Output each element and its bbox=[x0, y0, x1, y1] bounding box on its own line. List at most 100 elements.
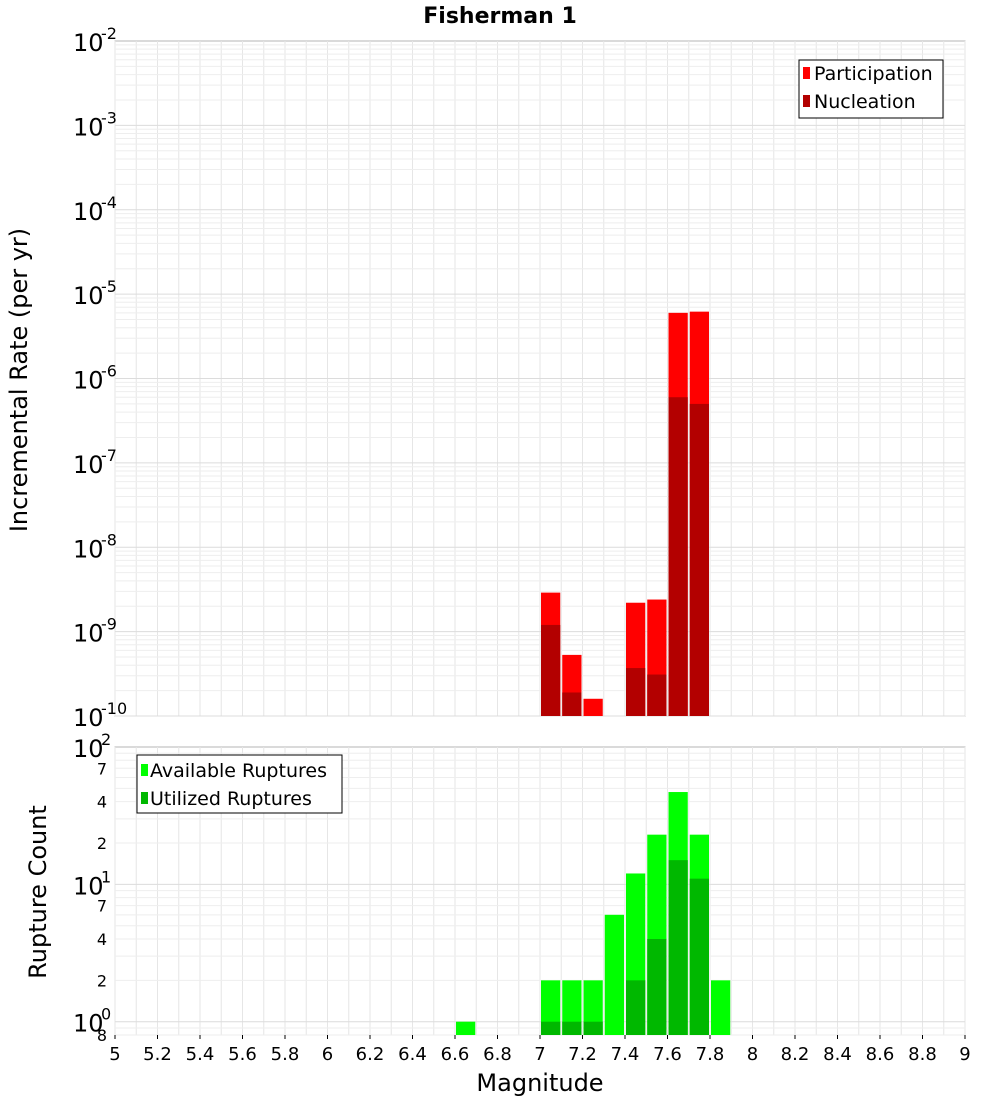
x-tick-label: 5.2 bbox=[143, 1044, 172, 1065]
x-tick-label: 6 bbox=[322, 1044, 333, 1065]
count-y-minor-tick-label: 7 bbox=[97, 759, 107, 778]
rate-y-tick-label: 10-2 bbox=[73, 24, 117, 57]
rate-y-ticks: 10-210-310-410-510-610-710-810-910-10 bbox=[73, 24, 127, 732]
rate-y-tick-exponent: -10 bbox=[101, 699, 127, 718]
utilized-ruptures-bar bbox=[689, 878, 709, 1035]
utilized-legend-label: Utilized Ruptures bbox=[150, 788, 312, 810]
rate-y-tick-base: 10 bbox=[73, 282, 104, 310]
rate-y-tick-exponent: -4 bbox=[101, 193, 117, 212]
rate-y-tick-base: 10 bbox=[73, 535, 104, 563]
available-ruptures-bar bbox=[456, 1021, 476, 1035]
chart-title: Fisherman 1 bbox=[423, 4, 577, 29]
count-y-minor-tick-label: 8 bbox=[97, 1026, 107, 1045]
nucleation-bar bbox=[689, 403, 709, 716]
rate-y-tick-base: 10 bbox=[73, 113, 104, 141]
x-tick-label: 6.2 bbox=[356, 1044, 385, 1065]
participation-legend-label: Participation bbox=[814, 63, 933, 85]
count-bars bbox=[456, 792, 731, 1035]
count-legend-box bbox=[136, 754, 343, 814]
count-y-axis-label: Rupture Count bbox=[24, 805, 52, 979]
rate-y-tick-base: 10 bbox=[73, 451, 104, 479]
rate-y-tick-label: 10-5 bbox=[73, 277, 117, 310]
utilized-ruptures-bar bbox=[626, 980, 646, 1035]
rate-y-tick-label: 10-10 bbox=[73, 699, 127, 732]
x-tick-label: 6.8 bbox=[483, 1044, 512, 1065]
rate-y-tick-label: 10-9 bbox=[73, 615, 117, 648]
x-tick-label: 5.4 bbox=[186, 1044, 215, 1065]
count-y-minor-tick-label: 4 bbox=[97, 793, 107, 812]
available-ruptures-bar bbox=[711, 980, 731, 1035]
x-axis-label: Magnitude bbox=[476, 1069, 603, 1097]
x-tick-label: 6.6 bbox=[441, 1044, 470, 1065]
nucleation-legend-label: Nucleation bbox=[814, 91, 916, 113]
x-tick-label: 7.6 bbox=[653, 1044, 682, 1065]
rate-y-tick-exponent: -6 bbox=[101, 362, 117, 381]
available-legend-label: Available Ruptures bbox=[150, 760, 327, 782]
rate-y-tick-exponent: -3 bbox=[101, 108, 117, 127]
rate-y-tick-base: 10 bbox=[73, 704, 104, 732]
rate-panel: 10-210-310-410-510-610-710-810-910-10 In… bbox=[5, 24, 966, 732]
count-legend: Available Ruptures Utilized Ruptures bbox=[136, 754, 343, 814]
rate-y-tick-base: 10 bbox=[73, 198, 104, 226]
x-tick-label: 5 bbox=[109, 1044, 120, 1065]
rate-y-tick-label: 10-4 bbox=[73, 193, 117, 226]
x-tick-label: 6.4 bbox=[398, 1044, 427, 1065]
nucleation-bar bbox=[626, 668, 646, 716]
utilized-ruptures-bar bbox=[583, 1021, 603, 1035]
x-tick-label: 9 bbox=[959, 1044, 970, 1065]
rate-y-tick-label: 10-6 bbox=[73, 362, 117, 395]
count-y-tick-label: 102 bbox=[73, 730, 111, 763]
x-tick-label: 8.8 bbox=[908, 1044, 937, 1065]
x-tick-label: 8.4 bbox=[823, 1044, 852, 1065]
nucleation-legend-swatch bbox=[803, 95, 810, 107]
nucleation-bar bbox=[668, 397, 688, 716]
count-y-minor-tick-label: 4 bbox=[97, 930, 107, 949]
participation-bar bbox=[583, 698, 603, 716]
participation-legend-swatch bbox=[803, 67, 810, 79]
rate-y-tick-exponent: -7 bbox=[101, 446, 117, 465]
rate-y-tick-exponent: -9 bbox=[101, 615, 117, 634]
rate-bars bbox=[541, 311, 709, 716]
available-legend-swatch bbox=[141, 764, 148, 776]
count-y-tick-exponent: 2 bbox=[101, 730, 111, 749]
nucleation-bar bbox=[562, 692, 582, 716]
count-y-minor-tick-label: 7 bbox=[97, 897, 107, 916]
nucleation-bar bbox=[541, 624, 561, 716]
available-ruptures-bar bbox=[562, 980, 582, 1035]
count-y-tick-exponent: 0 bbox=[101, 1005, 111, 1024]
count-y-tick-exponent: 1 bbox=[101, 867, 111, 886]
count-y-tick-label: 101 bbox=[73, 867, 111, 900]
x-tick-label: 7.2 bbox=[568, 1044, 597, 1065]
x-tick-label: 5.8 bbox=[271, 1044, 300, 1065]
rate-y-tick-label: 10-7 bbox=[73, 446, 117, 479]
x-tick-label: 8.6 bbox=[866, 1044, 895, 1065]
utilized-ruptures-bar bbox=[668, 860, 688, 1035]
magnitude-x-ticks: 5 5.2 5.4 5.6 5.8 6 6.2 6.4 6.6 6.8 7 7.2 7.4 7.6 7.8 8… bbox=[109, 1035, 971, 1065]
x-tick-label: 7.8 bbox=[696, 1044, 725, 1065]
count-y-minor-tick-label: 2 bbox=[97, 971, 107, 990]
rate-gridlines bbox=[114, 41, 966, 717]
utilized-legend-swatch bbox=[141, 792, 148, 804]
count-y-tick-base: 10 bbox=[73, 872, 104, 900]
available-ruptures-bar bbox=[541, 980, 561, 1035]
rate-y-tick-exponent: -5 bbox=[101, 277, 117, 296]
rate-y-tick-label: 10-3 bbox=[73, 108, 117, 141]
rate-y-tick-base: 10 bbox=[73, 367, 104, 395]
utilized-ruptures-bar bbox=[541, 1021, 561, 1035]
x-tick-label: 7.4 bbox=[611, 1044, 640, 1065]
nucleation-bar bbox=[647, 674, 667, 716]
x-tick-label: 5.6 bbox=[228, 1044, 257, 1065]
count-y-tick-label: 100 bbox=[73, 1005, 111, 1038]
x-tick-label: 8 bbox=[747, 1044, 758, 1065]
rate-y-tick-exponent: -8 bbox=[101, 530, 117, 549]
rate-y-tick-exponent: -2 bbox=[101, 24, 117, 43]
available-ruptures-bar bbox=[583, 980, 603, 1035]
rate-y-axis-label: Incremental Rate (per yr) bbox=[5, 228, 33, 532]
x-tick-label: 7 bbox=[534, 1044, 545, 1065]
utilized-ruptures-bar bbox=[562, 1021, 582, 1035]
rate-legend: Participation Nucleation bbox=[798, 59, 944, 119]
x-tick-label: 8.2 bbox=[781, 1044, 810, 1065]
